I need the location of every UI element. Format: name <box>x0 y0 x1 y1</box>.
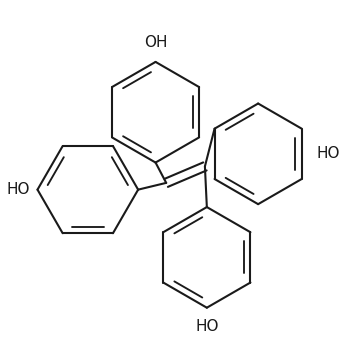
Text: OH: OH <box>144 35 167 50</box>
Text: HO: HO <box>316 146 340 161</box>
Text: HO: HO <box>6 182 30 197</box>
Text: HO: HO <box>195 319 219 334</box>
